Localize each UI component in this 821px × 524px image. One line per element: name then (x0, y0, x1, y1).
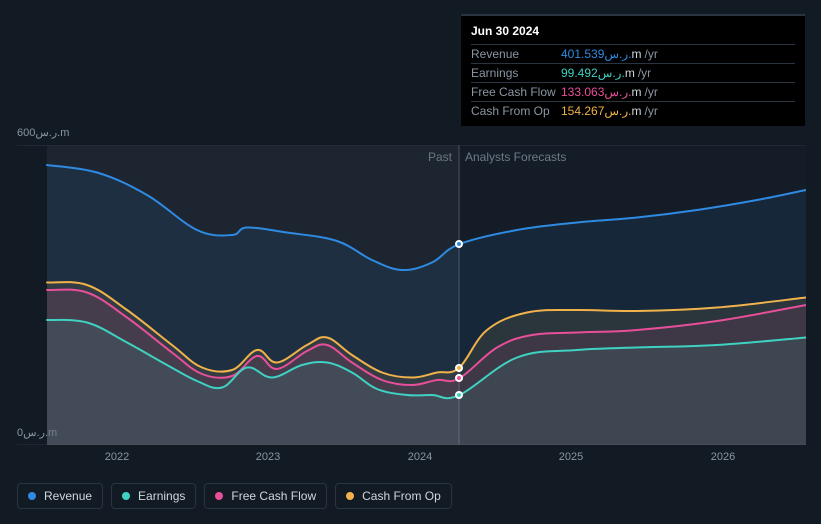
chart-plot-area[interactable] (17, 145, 806, 445)
tooltip-value: 154.267 (561, 104, 604, 118)
legend-item-earnings[interactable]: Earnings (111, 483, 196, 509)
tooltip-metric: Cash From Op (471, 104, 561, 118)
legend-label: Earnings (138, 489, 185, 503)
tooltip-value: 99.492 (561, 66, 598, 80)
legend-dot-icon (122, 492, 130, 500)
x-tick: 2025 (559, 451, 583, 463)
tooltip-metric: Free Cash Flow (471, 85, 561, 99)
x-tick: 2026 (711, 451, 735, 463)
legend-dot-icon (346, 492, 354, 500)
legend-dot-icon (215, 492, 223, 500)
tooltip-value: 401.539 (561, 47, 604, 61)
tooltip-row: Cash From Op154.267ر.س.m/yr (471, 101, 795, 120)
tooltip-metric: Revenue (471, 47, 561, 61)
legend-item-free-cash-flow[interactable]: Free Cash Flow (204, 483, 327, 509)
tooltip-row: Free Cash Flow133.063ر.س.m/yr (471, 82, 795, 101)
tooltip-unit: m (625, 66, 635, 80)
legend-label: Cash From Op (362, 489, 441, 503)
legend-label: Revenue (44, 489, 92, 503)
tooltip-unit: m (632, 85, 642, 99)
y-axis-max-label: 600ر.س.m (17, 126, 69, 139)
tooltip-value: 133.063 (561, 85, 604, 99)
tooltip-row: Revenue401.539ر.س.m/yr (471, 44, 795, 63)
tooltip-per: /yr (645, 85, 658, 99)
x-tick: 2024 (408, 451, 432, 463)
chart-legend: Revenue Earnings Free Cash Flow Cash From O… (17, 483, 452, 509)
tooltip-unit: m (632, 47, 642, 61)
hover-marker-earnings (455, 391, 463, 399)
tooltip-currency: ر.س. (604, 104, 631, 118)
tooltip-date: Jun 30 2024 (471, 24, 795, 38)
tooltip-per: /yr (638, 66, 651, 80)
legend-label: Free Cash Flow (231, 489, 316, 503)
tooltip-unit: m (632, 104, 642, 118)
legend-dot-icon (28, 492, 36, 500)
hover-marker-revenue (455, 240, 463, 248)
tooltip-currency: ر.س. (598, 66, 625, 80)
hover-marker-free_cash_flow (455, 374, 463, 382)
x-tick: 2023 (256, 451, 280, 463)
legend-item-cash-from-op[interactable]: Cash From Op (335, 483, 452, 509)
tooltip-currency: ر.س. (604, 85, 631, 99)
legend-item-revenue[interactable]: Revenue (17, 483, 103, 509)
x-tick: 2022 (105, 451, 129, 463)
tooltip-metric: Earnings (471, 66, 561, 80)
tooltip-per: /yr (645, 47, 658, 61)
tooltip-row: Earnings99.492ر.س.m/yr (471, 63, 795, 82)
chart-tooltip: Jun 30 2024 Revenue401.539ر.س.m/yrEarnin… (461, 14, 805, 126)
hover-marker-cash_from_op (455, 364, 463, 372)
tooltip-currency: ر.س. (604, 47, 631, 61)
financial-chart: 600ر.س.m 0ر.س.m Past Analysts Forecasts … (0, 0, 821, 524)
tooltip-per: /yr (645, 104, 658, 118)
